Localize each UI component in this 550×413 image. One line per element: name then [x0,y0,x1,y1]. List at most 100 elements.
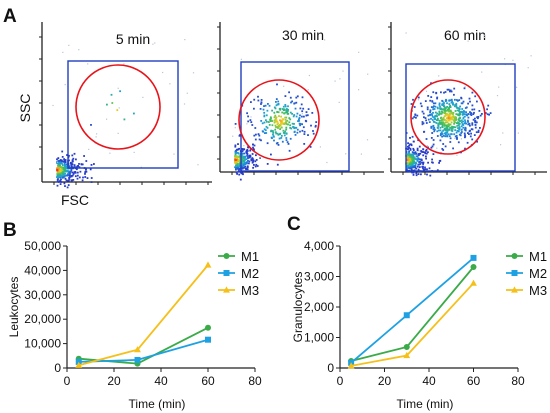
flow-event [453,126,455,129]
flow-event [465,106,468,109]
flow-event [415,155,418,158]
flow-event [241,163,244,166]
flow-event [444,112,446,114]
flow-event [426,145,428,147]
data-point-m2 [470,254,477,261]
y-tick-label: 1,000 [304,331,334,345]
flow-event [237,143,239,145]
flow-event [259,108,262,110]
flow-event [445,119,448,122]
flow-event [63,158,65,160]
flow-event [461,110,463,113]
flow-event [451,118,453,121]
flow-event [59,179,61,182]
chart-leukocytes: 0 10,000 20,000 30,000 40,000 50,000 0 20 40 60 80… [7,239,262,411]
flow-event [85,160,88,162]
flow-event [57,163,60,166]
flow-event [234,161,237,163]
flow-event [433,117,436,120]
flow-event [454,118,457,121]
flow-event [338,101,340,103]
flow-event [449,99,452,102]
flow-event [409,154,412,157]
flow-event [57,168,60,171]
flow-event [255,163,258,166]
flow-event [287,143,290,145]
flow-event [486,113,489,116]
flow-event [72,173,75,175]
flow-event [300,103,303,106]
flow-event [265,125,268,128]
legend-label-m3: M3 [241,283,259,298]
flow-event [315,121,318,123]
flow-event [275,98,278,100]
flow-event [257,95,259,98]
flow-event [467,123,470,126]
flow-event [244,163,246,165]
flow-event [242,166,245,169]
flow-event [424,166,426,169]
flow-event [309,146,312,148]
flow-event [345,153,347,155]
flow-event [59,175,62,177]
flow-event [264,129,267,132]
flow-event [64,185,66,187]
flow-event [474,120,476,123]
flow-event [238,134,241,137]
flow-event [275,120,277,123]
flow-event [250,101,252,103]
flow-event [253,107,255,110]
flow-event [438,103,441,106]
flow-event [70,179,73,182]
flow-event [68,165,71,168]
flow-event [427,118,430,121]
flow-event [432,125,435,128]
flow-event [447,128,449,131]
flow-event [436,147,438,149]
flow-event [467,116,470,119]
flow-event [417,99,420,101]
flow-event [63,166,65,169]
flow-event [444,109,447,111]
flow-event [236,157,238,160]
flow-event [241,155,244,158]
flow-event [421,110,424,113]
flow-event [465,111,467,114]
flow-event [270,136,273,139]
flow-event [406,155,408,157]
flow-event [462,116,465,119]
flow-event [438,122,441,124]
flow-event [241,152,244,155]
flow-event [301,123,303,126]
flow-event [242,173,244,176]
flow-event [280,122,282,125]
flow-event [427,95,430,97]
flow-event [420,150,423,153]
flow-event [447,119,450,122]
flow-event [245,158,248,161]
flow-event [414,162,417,164]
flow-event [289,111,292,114]
flow-event [418,150,420,152]
flow-event [476,116,478,119]
flow-event [277,103,280,106]
flow-event [421,165,424,168]
flow-event [444,135,447,138]
flow-event [234,152,237,155]
flow-event [311,112,314,114]
flow-plot-60min: 60 min [388,22,547,177]
flow-event [140,166,142,168]
flow-event [441,104,444,106]
flow-event [284,104,287,106]
flow-event [413,166,415,168]
flow-event [426,168,428,171]
flow-event [280,115,282,118]
flow-event [275,116,278,119]
flow-event [429,111,431,113]
flow-event [58,171,61,174]
flow-event [422,154,425,157]
flow-event [413,165,416,167]
flow-event [459,120,462,123]
flow-event [274,114,277,117]
flow-event [56,184,59,187]
